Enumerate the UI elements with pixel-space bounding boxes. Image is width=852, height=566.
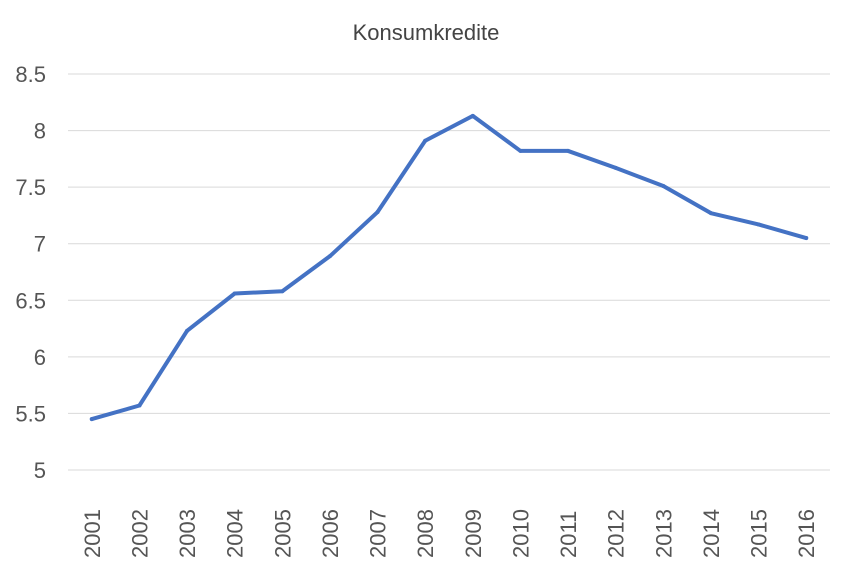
x-tick-label: 2007 bbox=[366, 509, 391, 558]
x-axis-ticks: 2001 2002 2003 2004 2005 2006 2007 2008 2009 2010… bbox=[80, 509, 819, 558]
x-tick-label: 2011 bbox=[556, 511, 581, 558]
y-tick-label: 5 bbox=[34, 458, 46, 483]
data-point bbox=[756, 222, 761, 227]
x-tick-label: 2012 bbox=[604, 509, 629, 558]
data-point bbox=[708, 211, 713, 216]
x-tick-label: 2016 bbox=[794, 509, 819, 558]
y-tick-label: 8.5 bbox=[15, 62, 46, 87]
y-tick-label: 8 bbox=[34, 119, 46, 144]
data-point bbox=[232, 291, 237, 296]
x-tick-label: 2013 bbox=[651, 509, 676, 558]
data-point bbox=[423, 138, 428, 143]
x-tick-label: 2002 bbox=[127, 509, 152, 558]
x-tick-label: 2010 bbox=[508, 509, 533, 558]
gridlines bbox=[68, 73, 830, 471]
series-line bbox=[89, 113, 809, 422]
chart-title: Konsumkredite bbox=[353, 20, 500, 45]
data-point bbox=[89, 417, 94, 422]
data-point bbox=[280, 289, 285, 294]
data-point bbox=[613, 165, 618, 170]
y-tick-label: 6.5 bbox=[15, 288, 46, 313]
series-layer bbox=[89, 113, 809, 422]
x-tick-label: 2001 bbox=[80, 509, 105, 558]
y-axis-ticks: 5 5.5 6 6.5 7 7.5 8 8.5 bbox=[15, 62, 46, 483]
x-tick-label: 2008 bbox=[413, 509, 438, 558]
x-tick-label: 2015 bbox=[747, 509, 772, 558]
x-tick-label: 2006 bbox=[318, 509, 343, 558]
data-point bbox=[804, 236, 809, 241]
y-tick-label: 7.5 bbox=[15, 175, 46, 200]
y-tick-label: 5.5 bbox=[15, 401, 46, 426]
x-tick-label: 2004 bbox=[223, 509, 248, 558]
data-point bbox=[518, 148, 523, 153]
x-tick-label: 2005 bbox=[270, 509, 295, 558]
data-point bbox=[566, 148, 571, 153]
data-point bbox=[327, 254, 332, 259]
data-point bbox=[185, 328, 190, 333]
data-point bbox=[470, 113, 475, 118]
x-tick-label: 2014 bbox=[699, 509, 724, 558]
data-point bbox=[137, 403, 142, 408]
x-tick-label: 2009 bbox=[461, 509, 486, 558]
data-point bbox=[375, 210, 380, 215]
x-tick-label: 2003 bbox=[175, 509, 200, 558]
data-point bbox=[661, 184, 666, 189]
y-tick-label: 6 bbox=[34, 345, 46, 370]
y-tick-label: 7 bbox=[34, 232, 46, 257]
